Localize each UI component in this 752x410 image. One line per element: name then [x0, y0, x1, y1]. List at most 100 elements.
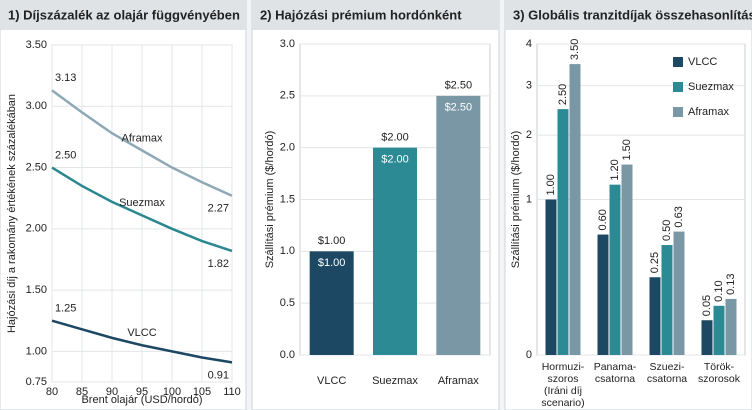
- value-label: 0.63: [673, 206, 685, 227]
- value-label: $2.00: [381, 132, 409, 144]
- bar: [569, 64, 581, 356]
- line: [51, 319, 233, 364]
- x-tick-label-line: scenario): [541, 397, 584, 409]
- y-tick-label: 1.5: [280, 193, 295, 205]
- panel-title-bar: [0, 0, 246, 30]
- y-tick-label: 1.50: [26, 284, 47, 296]
- bar: [436, 95, 481, 355]
- line-name-label: Suezmax: [119, 197, 165, 209]
- x-tick-label: 100: [163, 386, 181, 398]
- bar: [701, 320, 713, 355]
- value-label: 3.13: [55, 72, 76, 84]
- x-tick-label-line: szorosok: [698, 373, 741, 385]
- bar: [309, 251, 354, 355]
- value-label: 1.00: [545, 174, 557, 195]
- y-tick-label: 3: [526, 80, 532, 92]
- y-tick-label: 2.50: [26, 161, 47, 173]
- panel-title-bar: [505, 0, 752, 30]
- y-tick-label: 2.0: [280, 142, 295, 154]
- line: [51, 166, 233, 253]
- y-tick-label: 0.5: [280, 297, 295, 309]
- x-tick-label-line: Szuezi-: [649, 361, 685, 373]
- line-name-label: VLCC: [127, 327, 156, 339]
- value-label-inner: $2.50: [445, 102, 473, 114]
- value-label: $1.00: [318, 235, 346, 247]
- y-tick-label: 2: [526, 129, 532, 141]
- panel-title: 3) Globális tranzitdíjak összehasonlítás…: [513, 7, 752, 22]
- x-axis-label: Brent olajár (USD/hordó): [81, 394, 202, 406]
- x-tick-label-line: (Iráni díj: [544, 385, 582, 397]
- y-tick-label: 2.5: [280, 90, 295, 102]
- x-tick-label-line: Török-: [704, 361, 735, 373]
- x-tick-label: Panama-csatorna: [594, 361, 637, 385]
- bar: [609, 184, 621, 355]
- x-tick-label: 85: [76, 386, 88, 398]
- x-tick-label: Török-szorosok: [698, 361, 741, 385]
- panel-title-bar: [252, 0, 499, 30]
- y-axis-label: Szállítási prémium ($/hordó): [264, 131, 276, 269]
- y-tick-label: 0: [526, 349, 532, 361]
- value-label: 3.50: [569, 39, 581, 60]
- value-label: 1.50: [621, 139, 633, 160]
- y-tick-label: 3.50: [26, 39, 47, 51]
- value-label: 2.27: [208, 203, 229, 215]
- x-tick-label: Hormuzi-szoros (Iráni díj scenario): [541, 361, 584, 409]
- y-tick-label: 3.0: [280, 38, 295, 50]
- x-tick-label: 110: [223, 386, 241, 398]
- bar: [649, 277, 661, 355]
- y-tick-label: 2.00: [26, 223, 47, 235]
- y-axis-label: Szállítási prémium ($/hordó): [510, 131, 522, 269]
- x-tick-label: 95: [136, 386, 148, 398]
- legend-swatch: [673, 82, 683, 92]
- bar: [713, 305, 725, 355]
- value-label: 0.25: [649, 252, 661, 273]
- value-label: 0.91: [208, 369, 229, 381]
- x-tick-label: Aframax: [438, 375, 479, 387]
- bar: [661, 245, 673, 355]
- x-tick-label: Szuezi-csatorna: [647, 361, 687, 385]
- value-label: $2.50: [445, 80, 473, 92]
- legend-label: Suezmax: [688, 81, 734, 93]
- value-label: 2.50: [557, 84, 569, 105]
- y-tick-label: 3.00: [26, 100, 47, 112]
- line: [51, 89, 233, 197]
- x-tick-label-line: csatorna: [595, 373, 635, 385]
- y-axis-label: Hajózási díj a rakomány értékének százal…: [6, 94, 18, 333]
- legend-swatch: [673, 57, 683, 67]
- value-label: 0.60: [597, 209, 609, 230]
- x-tick-label-line: Panama-: [594, 361, 637, 373]
- x-tick-label: Suezmax: [372, 375, 418, 387]
- line-name-label: Aframax: [122, 132, 163, 144]
- bar: [545, 199, 557, 355]
- y-tick-label: 1.0: [280, 245, 295, 257]
- legend-swatch: [673, 107, 683, 117]
- x-tick-label: VLCC: [317, 375, 346, 387]
- x-tick-label: 90: [106, 386, 118, 398]
- value-label: 0.50: [661, 220, 673, 241]
- y-tick-label: 4: [526, 38, 532, 50]
- value-label: 0.05: [701, 295, 713, 316]
- bar: [557, 109, 569, 356]
- bar: [673, 231, 685, 355]
- x-tick-label: 105: [193, 386, 211, 398]
- value-label: 0.13: [725, 274, 737, 295]
- value-label-inner: $1.00: [318, 257, 346, 269]
- bar: [621, 164, 633, 355]
- value-label-inner: $2.00: [381, 154, 409, 166]
- panel-title: 1) Díjszázalék az olajár függvényében: [8, 7, 240, 22]
- value-label: 1.82: [208, 258, 229, 270]
- value-label: 2.50: [55, 149, 76, 161]
- x-tick-label-line: szoros: [548, 373, 579, 385]
- y-tick-label: 0.75: [26, 376, 47, 388]
- value-label: 0.10: [713, 280, 725, 301]
- legend-label: VLCC: [688, 56, 717, 68]
- y-tick-label: 0.0: [280, 349, 295, 361]
- y-tick-label: 1.00: [26, 345, 47, 357]
- y-tick-label: 1: [526, 193, 532, 205]
- x-tick-label-line: csatorna: [647, 373, 687, 385]
- bar: [725, 298, 737, 355]
- x-tick-label: 80: [46, 386, 58, 398]
- x-tick-label-line: Hormuzi-: [542, 361, 585, 373]
- value-label: 1.20: [609, 159, 621, 180]
